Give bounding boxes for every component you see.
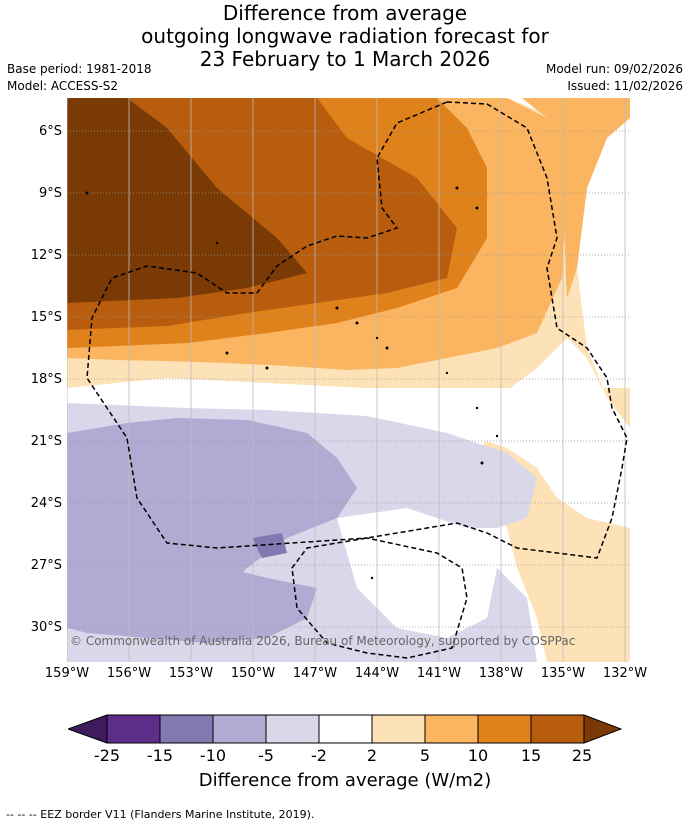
lat-label-27s: 27°S: [30, 558, 62, 573]
colorbar-title: Difference from average (W/m2): [198, 770, 492, 791]
colorbar-high-extend: [583, 714, 622, 744]
colorbar-bin-neg2: [265, 714, 320, 744]
lat-label-6s: 6°S: [38, 124, 62, 139]
colorbar-bin-pos15: [530, 714, 585, 744]
lon-label-138w: 138°W: [478, 666, 524, 681]
title-line-1: Difference from average: [222, 1, 468, 25]
region-neg5-south: [67, 553, 317, 643]
lon-label-141w: 141°W: [416, 666, 462, 681]
title-line-2: outgoing longwave radiation forecast for: [141, 24, 549, 48]
region-pos5-east: [522, 98, 630, 298]
lat-label-9s: 9°S: [38, 186, 62, 201]
colorbar-tick-neg2: -2: [311, 746, 327, 765]
lon-label-135w: 135°W: [540, 666, 586, 681]
lon-label-132w: 132°W: [602, 666, 648, 681]
lon-label-144w: 144°W: [354, 666, 400, 681]
lon-label-150w: 150°W: [230, 666, 276, 681]
region-neg10: [252, 533, 287, 558]
colorbar-bin-pos5: [424, 714, 479, 744]
colorbar-bin-neg15: [106, 714, 161, 744]
lat-label-24s: 24°S: [30, 496, 62, 511]
model-run: Model run: 09/02/2026: [545, 62, 683, 76]
colorbar-bin-neg5: [212, 714, 267, 744]
colorbar: [68, 714, 622, 744]
map-gridlines: [67, 130, 630, 628]
eez-legend-note: -- -- -- EEZ border V11 (Flanders Marine…: [6, 808, 315, 821]
colorbar-tick-neg25: -25: [93, 746, 121, 765]
map-copyright: © Commonwealth of Australia 2026, Bureau…: [70, 634, 576, 648]
map-meridians: [67, 98, 626, 662]
colorbar-tick-pos15: 15: [520, 746, 542, 765]
lat-label-15s: 15°S: [30, 310, 62, 325]
colorbar-tick-pos10: 10: [467, 746, 489, 765]
base-period: Base period: 1981-2018: [7, 62, 152, 76]
colorbar-bin-zero: [318, 714, 373, 744]
lon-label-156w: 156°W: [106, 666, 152, 681]
colorbar-low-extend: [68, 714, 108, 744]
lon-label-147w: 147°W: [292, 666, 338, 681]
region-pos25: [67, 98, 307, 303]
colorbar-tick-neg5: -5: [258, 746, 274, 765]
colorbar-bin-neg10: [159, 714, 214, 744]
issued-date: Issued: 11/02/2026: [567, 79, 683, 93]
lat-label-21s: 21°S: [30, 434, 62, 449]
colorbar-bin-pos2: [371, 714, 426, 744]
island-outlines: [85, 186, 499, 580]
olr-anomaly-map: [67, 98, 630, 662]
lon-label-153w: 153°W: [168, 666, 214, 681]
colorbar-tick-neg10: -10: [199, 746, 227, 765]
lat-label-12s: 12°S: [30, 248, 62, 263]
colorbar-tick-pos5: 5: [419, 746, 431, 765]
colorbar-tick-neg15: -15: [146, 746, 174, 765]
eez-border: [86, 101, 628, 659]
region-zero: [67, 338, 630, 528]
lon-label-159w: 159°W: [44, 666, 90, 681]
colorbar-bin-pos10: [477, 714, 532, 744]
colorbar-tick-pos25: 25: [571, 746, 593, 765]
colorbar-tick-pos2: 2: [366, 746, 378, 765]
model-name: Model: ACCESS-S2: [7, 79, 119, 93]
title-line-3: 23 February to 1 March 2026: [199, 47, 491, 71]
lat-label-30s: 30°S: [30, 620, 62, 635]
lat-label-18s: 18°S: [30, 372, 62, 387]
